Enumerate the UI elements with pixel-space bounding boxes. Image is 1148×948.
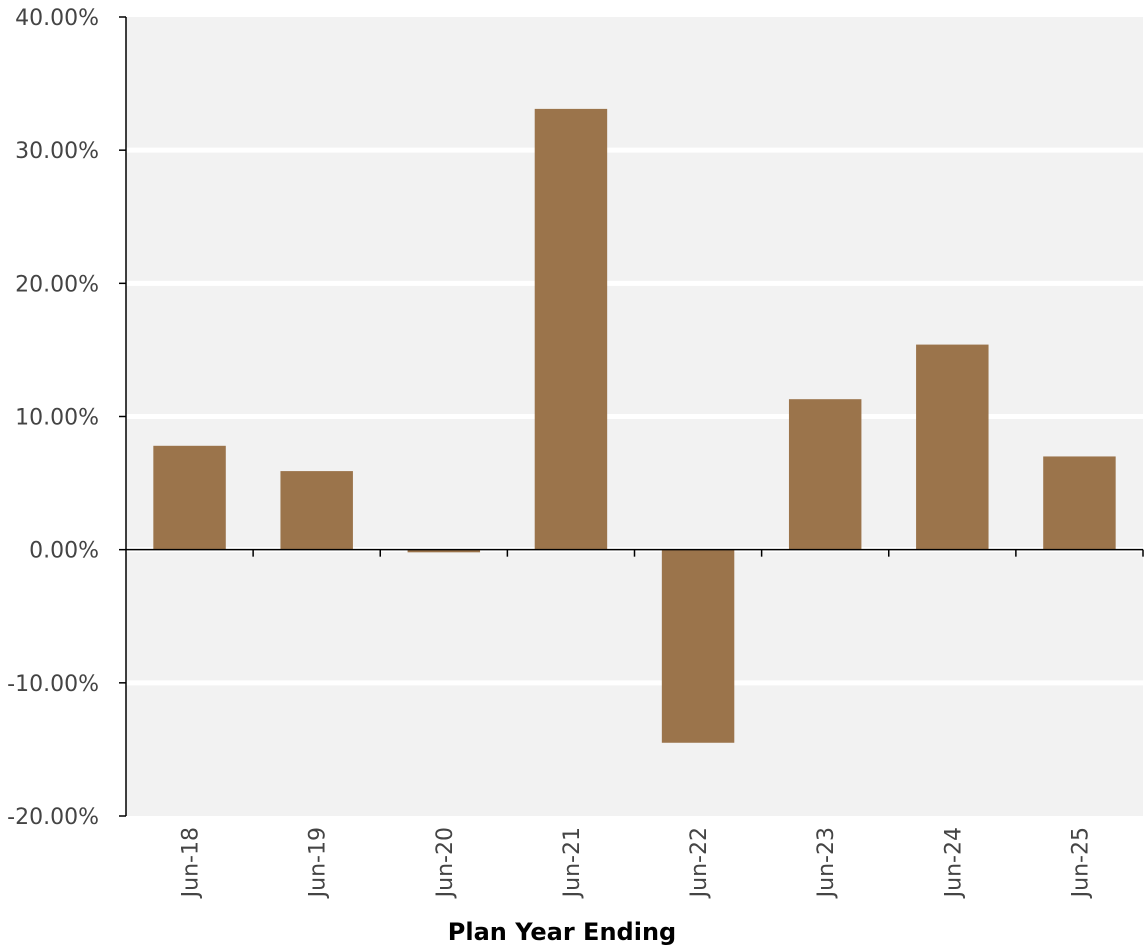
y-axis: 40.00% 30.00% 20.00% 10.00% 0.00% -10.00% -20.… xyxy=(7,6,127,830)
bar-jun-25 xyxy=(1043,456,1116,550)
bar-jun-23 xyxy=(788,399,862,550)
x-tick-label: Jun-25 xyxy=(1068,827,1093,899)
x-tick-label: Jun-21 xyxy=(560,827,585,899)
x-axis: Jun-18 Jun-19 Jun-20 Jun-21 Jun-22 Jun-23 Jun-… xyxy=(126,548,1144,899)
bar-jun-18 xyxy=(153,445,226,550)
x-tick-label: Jun-19 xyxy=(306,827,331,899)
x-tick-label: Jun-24 xyxy=(941,827,966,899)
y-tick-label: 20.00% xyxy=(15,272,99,297)
x-tick-label: Jun-18 xyxy=(179,827,204,899)
bars xyxy=(153,108,1116,743)
y-tick-label: 30.00% xyxy=(15,139,99,164)
x-tick-label: Jun-22 xyxy=(687,827,712,899)
x-tick-label: Jun-23 xyxy=(814,827,839,899)
y-tick-label: -20.00% xyxy=(7,805,99,830)
bar-jun-19 xyxy=(280,471,353,550)
bar-jun-20 xyxy=(407,549,481,553)
y-tick-label: 10.00% xyxy=(15,406,99,431)
x-tick-label: Jun-20 xyxy=(433,827,458,899)
bar-jun-21 xyxy=(534,108,608,550)
y-tick-label: 40.00% xyxy=(15,6,99,31)
y-tick-label: -10.00% xyxy=(7,672,99,697)
bar-jun-24 xyxy=(916,344,989,550)
x-axis-title: Plan Year Ending xyxy=(448,918,676,946)
y-tick-label: 0.00% xyxy=(29,539,99,564)
bar-jun-22 xyxy=(661,549,735,743)
